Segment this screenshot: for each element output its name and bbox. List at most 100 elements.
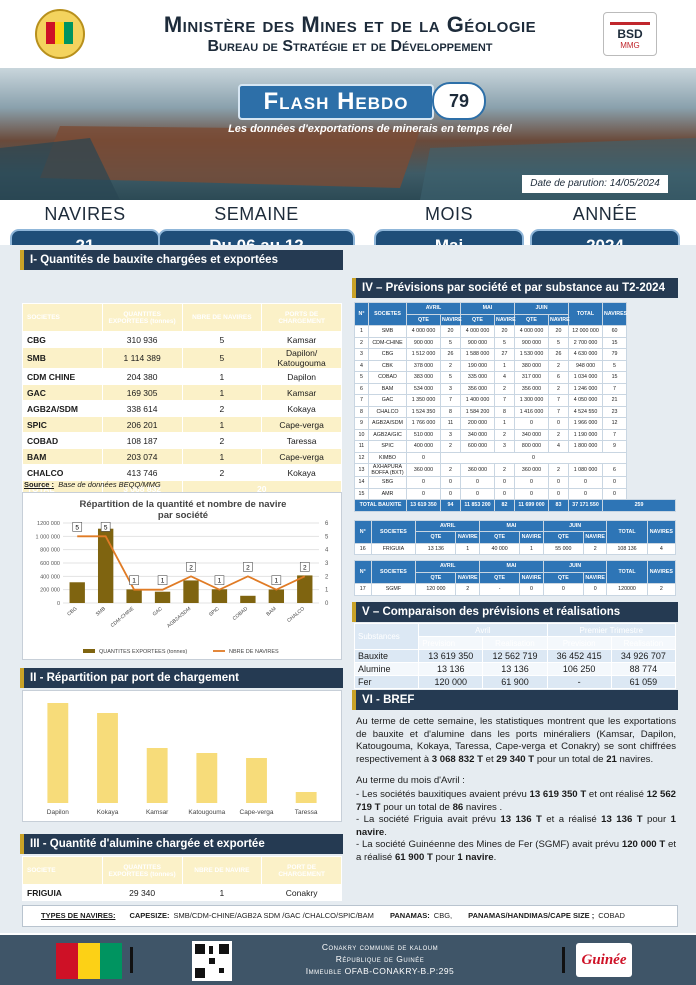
cell: 5 [602, 359, 628, 372]
cell: 5 [440, 336, 461, 349]
x-tick-label: GAC [152, 606, 164, 618]
cell: 360 000 [406, 463, 441, 477]
data-row: 6 BAM 534 000 3 356 000 2 356 000 2 1 246 000 7 [354, 382, 676, 395]
highlight: 120 000 T [621, 839, 666, 851]
comparison-table: Substances Avril Premier Trimestre Previsio… [353, 623, 677, 689]
cell: 2 [547, 463, 570, 477]
cell: 3 [440, 382, 461, 395]
cell: 0 [519, 583, 544, 596]
cell: 55 000 [542, 542, 584, 555]
data-label: 1 [132, 578, 136, 585]
header: Ministère des Mines et de la Géologie Bu… [0, 0, 696, 68]
x-tick-label: Kokaya [97, 809, 119, 816]
header-cell: NAVIRE [455, 571, 481, 584]
table: SOCIETES QUANTITES EXPORTEES (tonnes) NBRE… [22, 303, 342, 497]
cell: 0 [460, 476, 495, 489]
header-row: QTE NAVIRE QTE NAVIRE QTE NAVIRE [355, 571, 676, 584]
cell: 2 [181, 400, 263, 417]
x-tick-label: Kamsar [146, 809, 169, 816]
forecast-tables: N° SOCIETES AVRIL MAI JUIN TOTAL NAVIRES QTE NAV… [354, 302, 677, 601]
cell: 1 [181, 416, 263, 433]
cell: 335 000 [460, 371, 495, 384]
text: pour [432, 851, 458, 863]
footer: Conakry commune de kaloum République de G… [0, 935, 696, 985]
flag [56, 943, 122, 979]
cell: 1 246 000 [568, 382, 604, 395]
cell: 13 136 [482, 662, 548, 676]
cell: 2 [547, 382, 570, 395]
data-label-box [129, 575, 139, 585]
cell: 60 [602, 325, 628, 338]
cell: Kokaya [261, 400, 342, 417]
cell: 413 746 [101, 464, 183, 481]
text: navires. [616, 753, 654, 765]
cell: BAM [368, 382, 407, 395]
header-cell: Premier Trimestre [546, 623, 677, 637]
cell: 23 [602, 405, 628, 418]
cell: 1 530 000 [514, 348, 549, 361]
header-cell: NBRE DE NAVIRES [181, 303, 263, 332]
cell: 0 [514, 417, 549, 430]
cell: 15 [354, 487, 369, 500]
cell: 356 000 [514, 382, 549, 395]
cell: 9 [602, 440, 628, 453]
header-cell: N° [354, 302, 369, 326]
cell: CBG [368, 348, 407, 361]
ship-companies: CBG, [433, 911, 453, 920]
header-cell: MAI [479, 560, 544, 573]
data-row: 16 FRIGUIA 13 136 1 40 000 1 55 000 2 108 136 4 [354, 542, 677, 555]
ship-companies: COBAD [598, 911, 625, 920]
forecast-table: N° SOCIETES AVRIL MAI JUIN TOTAL NAVIRES QTE NAV… [354, 560, 677, 596]
text: - La société Guinéenne des Mines de Fer … [356, 839, 622, 851]
cell: 7 [602, 428, 628, 441]
data-row: 1 SMB 4 000 000 20 4 000 000 20 4 000 000 20 12 … [354, 325, 676, 338]
cell: 0 [514, 487, 549, 500]
y2-tick-label: 3 [325, 561, 329, 567]
cell: 15 [602, 371, 628, 384]
cell: 1 350 000 [406, 394, 441, 407]
header-cell: TOTAL [606, 560, 648, 584]
x-tick-label: SPIC [208, 606, 221, 618]
header-row: N° SOCIETES AVRIL MAI JUIN TOTAL NAVIRES [354, 560, 677, 584]
header-cell: MAI [479, 519, 544, 532]
header-cell: Substances [353, 623, 420, 650]
data-label-box [186, 562, 196, 572]
cell: 5 [494, 336, 515, 349]
bar [126, 589, 142, 603]
cell: 800 000 [514, 440, 549, 453]
cell: 0 [406, 487, 441, 500]
cell: 380 000 [514, 359, 549, 372]
cell: Kamsar [261, 331, 342, 348]
section-header: II - Répartition par port de chargement [20, 668, 343, 688]
cell: 2 [494, 382, 515, 395]
cell: 259 [602, 499, 676, 512]
cell: 4 000 000 [406, 325, 441, 338]
brief-text: Au terme de cette semaine, les statistiq… [356, 716, 676, 865]
data-row: CDM CHINE 204 380 1 Dapilon [22, 368, 342, 385]
header-cell: SOCIETES [370, 560, 417, 584]
logo-bottom: MMG [620, 41, 640, 50]
cell: 6 [354, 382, 369, 395]
banner-subtitle: Les données d'exportations de minerais e… [228, 123, 512, 135]
table: SOCIETE QUANTITES EXPORTEES (tonnes) NBRE … [22, 856, 342, 901]
cell: 61 900 [482, 675, 548, 689]
data-row: 9 AGB2A/SDM 1 766 000 11 200 000 1 0 0 1 966 000… [354, 417, 676, 430]
cell: 1 512 000 [406, 348, 441, 361]
cell: 383 000 [406, 371, 441, 384]
cell: 11 699 000 [514, 499, 549, 512]
cell: 7 [440, 394, 461, 407]
x-tick-label: Cape-verga [240, 809, 274, 816]
cell: 1 [494, 417, 515, 430]
bar [97, 528, 114, 603]
cell: 8 [354, 405, 369, 418]
text: pour [642, 814, 671, 826]
cell: 340 000 [514, 428, 549, 441]
cell: 14 [354, 476, 369, 489]
cell: 2 [494, 463, 515, 477]
y-tick-label: 0 [57, 601, 60, 607]
text: . [493, 851, 497, 863]
header-cell: Prevision [418, 636, 484, 650]
data-row: 5 COBAD 383 000 5 335 000 4 317 000 6 1 034 000 1… [354, 371, 676, 384]
cell: 106 250 [546, 662, 612, 676]
cell: 17 [354, 583, 372, 596]
